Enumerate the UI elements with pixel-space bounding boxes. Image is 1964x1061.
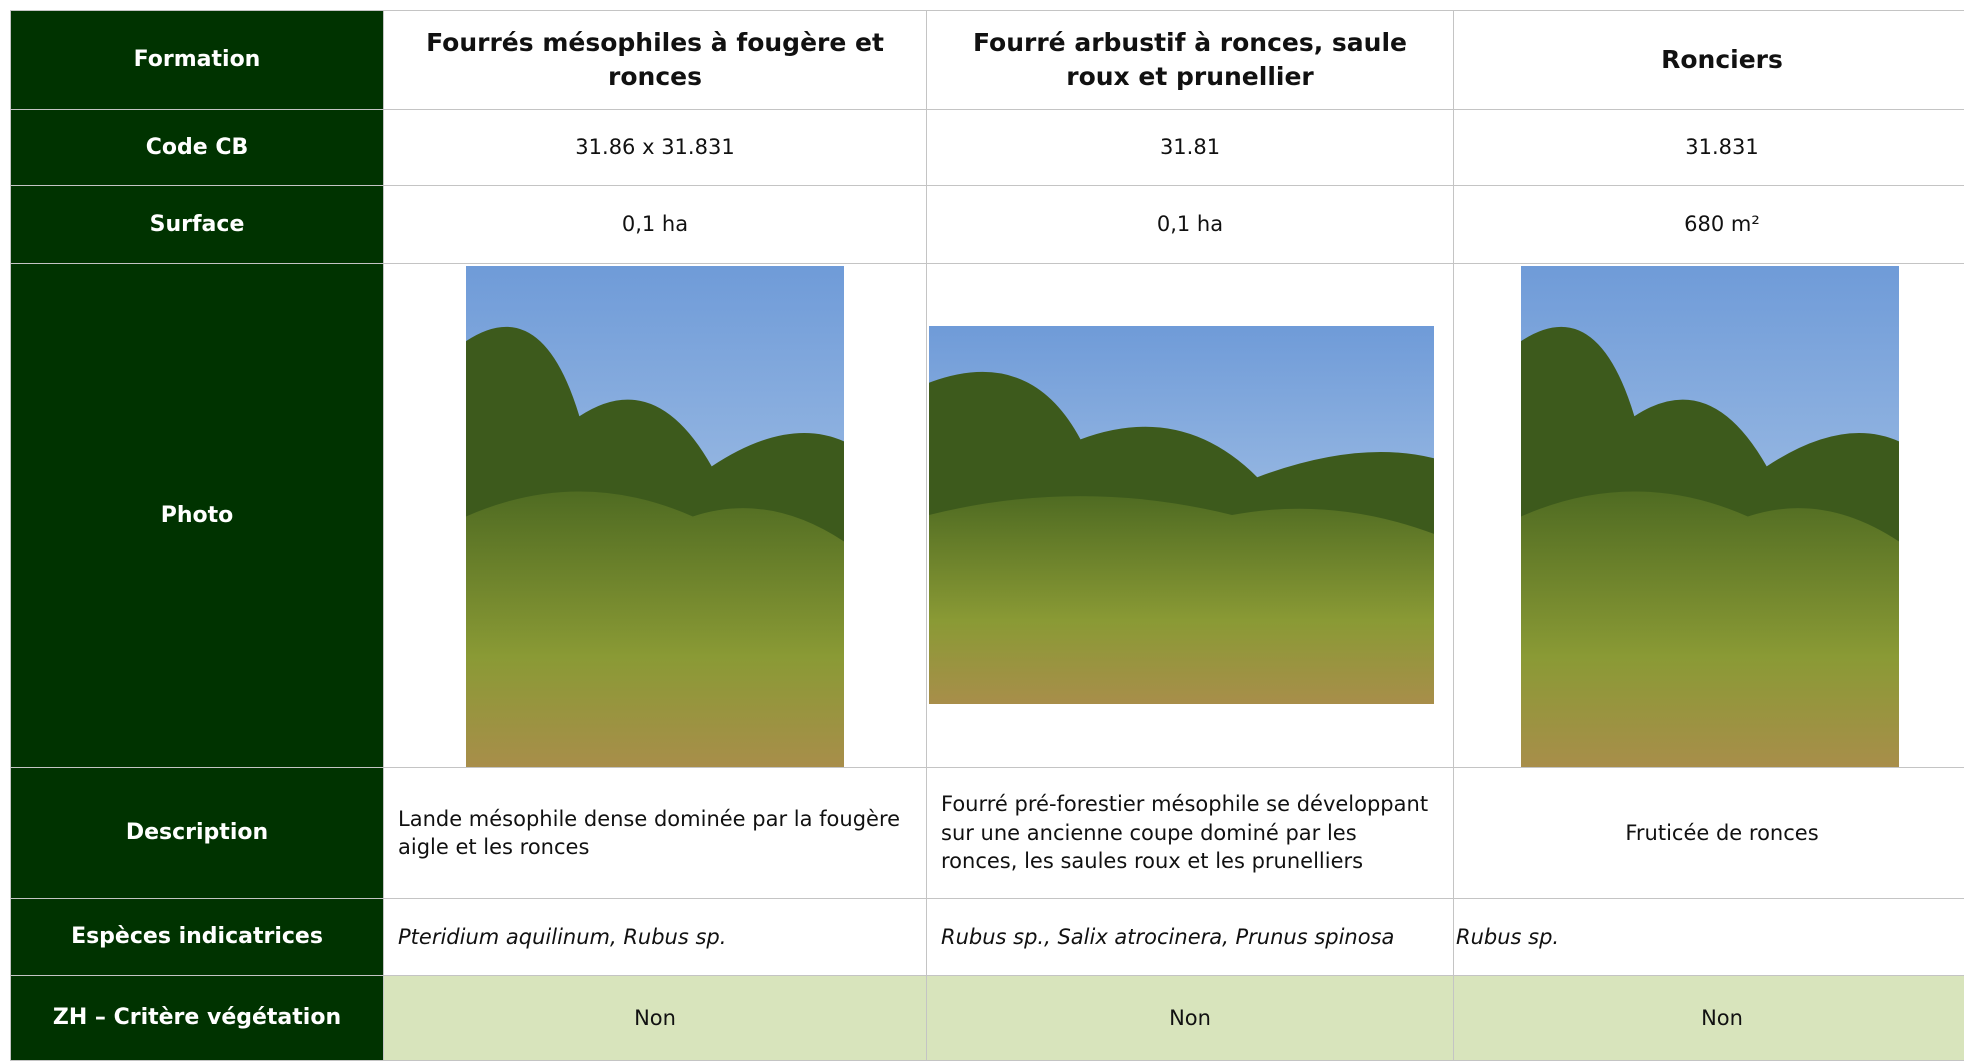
table-cell: Pteridium aquilinum, Rubus sp. [383, 898, 927, 976]
table-cell: Non [383, 975, 927, 1061]
table-cell: Non [926, 975, 1454, 1061]
cell-text: Fourré arbustif à ronces, saule roux et … [941, 26, 1439, 94]
cell-text: ZH – Critère végétation [53, 1003, 341, 1033]
row-header: Description [10, 767, 384, 899]
cell-text: Rubus sp., Salix atrocinera, Prunus spin… [941, 923, 1394, 951]
table-cell: 31.831 [1453, 109, 1964, 186]
table-cell: 0,1 ha [383, 185, 927, 264]
table-cell: Fourré pré-forestier mésophile se dévelo… [926, 767, 1454, 899]
cell-text: Ronciers [1661, 43, 1783, 77]
cell-text: Surface [150, 210, 245, 240]
column-title: Ronciers [1453, 10, 1964, 110]
table-cell: 680 m² [1453, 185, 1964, 264]
cell-text: 31.81 [1160, 133, 1220, 161]
cell-text: Fourré pré-forestier mésophile se dévelo… [941, 790, 1439, 875]
cell-text: 0,1 ha [622, 210, 688, 238]
row-header: Surface [10, 185, 384, 264]
row-header: Photo [10, 263, 384, 768]
table-cell: Non [1453, 975, 1964, 1061]
cell-text: 31.831 [1685, 133, 1758, 161]
table-cell: 0,1 ha [926, 185, 1454, 264]
cell-text: Lande mésophile dense dominée par la fou… [398, 805, 912, 862]
photo [929, 326, 1434, 704]
cell-text: Non [1701, 1004, 1743, 1032]
table-cell: Lande mésophile dense dominée par la fou… [383, 767, 927, 899]
photo [1521, 266, 1899, 767]
cell-text: Pteridium aquilinum, Rubus sp. [398, 923, 726, 951]
column-title: Fourrés mésophiles à fougère et ronces [383, 10, 927, 110]
cell-text: Formation [134, 45, 261, 75]
cell-text: 0,1 ha [1157, 210, 1223, 238]
column-title: Fourré arbustif à ronces, saule roux et … [926, 10, 1454, 110]
row-header: Formation [10, 10, 384, 110]
row-header: Espèces indicatrices [10, 898, 384, 976]
table-cell: 31.86 x 31.831 [383, 109, 927, 186]
page: Formation Fourrés mésophiles à fougère et… [0, 0, 1964, 1046]
table-cell: 31.81 [926, 109, 1454, 186]
cell-text: 31.86 x 31.831 [575, 133, 734, 161]
cell-text: Espèces indicatrices [71, 922, 323, 952]
cell-text: Code CB [146, 133, 249, 163]
table-cell: Fruticée de ronces [1453, 767, 1964, 899]
cell-text: Rubus sp. [1456, 923, 1559, 951]
cell-text: Fourrés mésophiles à fougère et ronces [398, 26, 912, 94]
row-header: ZH – Critère végétation [10, 975, 384, 1061]
table-cell: Rubus sp. [1453, 898, 1964, 976]
photo [466, 266, 844, 767]
table-cell: Rubus sp., Salix atrocinera, Prunus spin… [926, 898, 1454, 976]
cell-text: 680 m² [1684, 210, 1760, 238]
cell-text: Photo [161, 501, 234, 531]
cell-text: Non [1169, 1004, 1211, 1032]
cell-text: Non [634, 1004, 676, 1032]
cell-text: Description [126, 818, 268, 848]
row-header: Code CB [10, 109, 384, 186]
cell-text: Fruticée de ronces [1625, 819, 1818, 847]
